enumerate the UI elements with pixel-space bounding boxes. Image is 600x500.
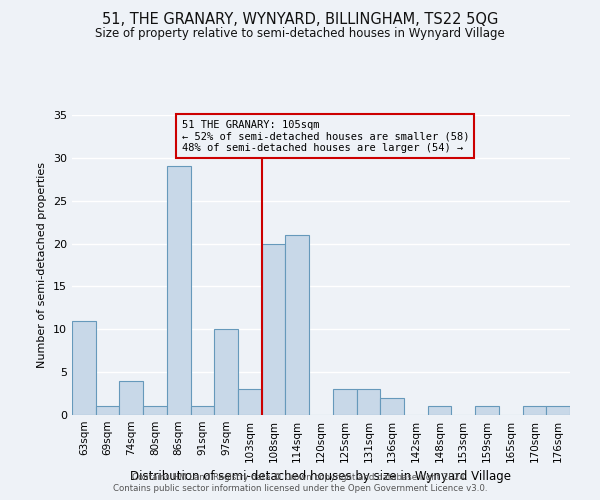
Bar — [380, 398, 404, 415]
Bar — [475, 406, 499, 415]
Bar — [191, 406, 214, 415]
Bar — [96, 406, 119, 415]
Bar — [214, 330, 238, 415]
Bar — [119, 380, 143, 415]
Bar — [523, 406, 546, 415]
Bar — [238, 390, 262, 415]
Text: 51, THE GRANARY, WYNYARD, BILLINGHAM, TS22 5QG: 51, THE GRANARY, WYNYARD, BILLINGHAM, TS… — [102, 12, 498, 28]
Bar — [286, 235, 309, 415]
Bar — [546, 406, 570, 415]
Bar — [333, 390, 356, 415]
Bar — [167, 166, 191, 415]
Bar — [72, 320, 96, 415]
Text: 51 THE GRANARY: 105sqm
← 52% of semi-detached houses are smaller (58)
48% of sem: 51 THE GRANARY: 105sqm ← 52% of semi-det… — [182, 120, 469, 152]
Bar — [262, 244, 286, 415]
Bar — [356, 390, 380, 415]
Text: Contains HM Land Registry data © Crown copyright and database right 2024.: Contains HM Land Registry data © Crown c… — [132, 473, 468, 482]
Bar — [428, 406, 451, 415]
Text: Size of property relative to semi-detached houses in Wynyard Village: Size of property relative to semi-detach… — [95, 28, 505, 40]
Y-axis label: Number of semi-detached properties: Number of semi-detached properties — [37, 162, 47, 368]
Text: Contains public sector information licensed under the Open Government Licence v3: Contains public sector information licen… — [113, 484, 487, 493]
Bar — [143, 406, 167, 415]
X-axis label: Distribution of semi-detached houses by size in Wynyard Village: Distribution of semi-detached houses by … — [131, 470, 511, 484]
